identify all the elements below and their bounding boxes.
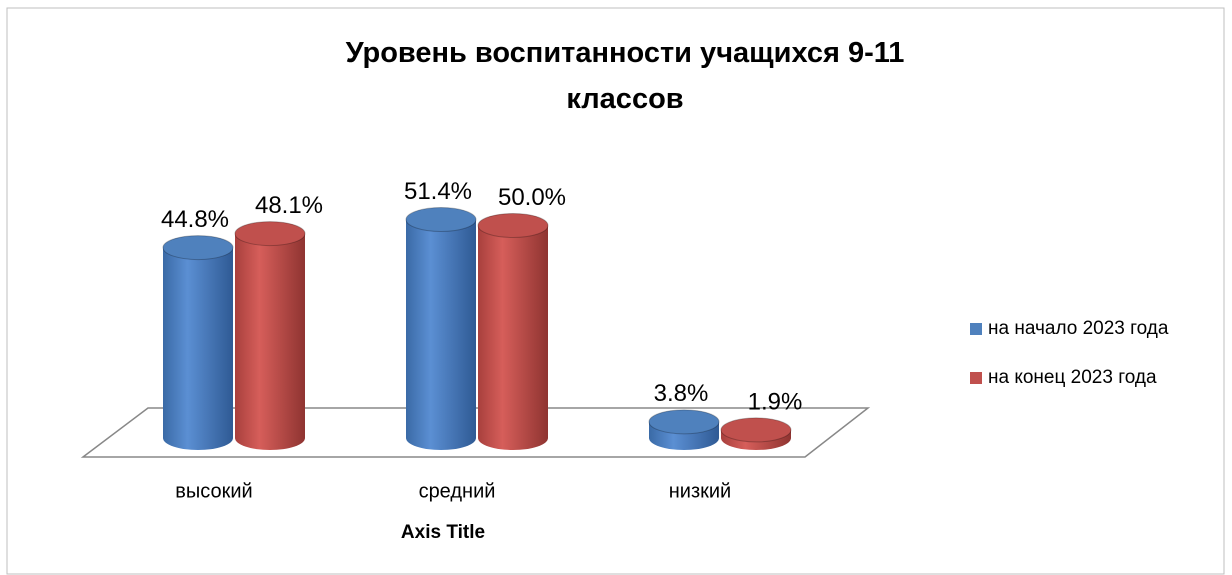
value-label: 1.9% [748,388,803,415]
legend-label: на конец 2023 года [988,367,1157,388]
bar-top [162,235,234,261]
bar-bottom [406,426,476,450]
legend-swatch [970,323,982,335]
x-tick-label: низкий [669,480,731,502]
bar-bottom [163,426,233,450]
bar-body [478,225,548,438]
bar-bottom [478,426,548,450]
x-axis-title: Axis Title [401,522,485,543]
bar-top [405,207,477,233]
legend-swatch [970,372,982,384]
bar-body [163,247,233,438]
x-tick-label: высокий [175,480,252,502]
bar-top [234,221,306,247]
value-label: 50.0% [498,184,566,211]
value-label: 44.8% [161,206,229,233]
bar-top [648,409,720,435]
value-label: 3.8% [654,380,709,407]
bar-body [235,233,305,438]
bar-top [477,213,549,238]
bar-body [406,219,476,438]
chart-border [6,7,1225,575]
legend-label: на начало 2023 года [988,318,1169,339]
bar-bottom [235,426,305,450]
value-label: 48.1% [255,192,323,219]
value-label: 51.4% [404,178,472,205]
x-tick-label: средний [419,480,496,502]
chart-title: Уровень воспитанности учащихся 9-11 клас… [345,37,905,115]
bar-top [720,417,792,443]
